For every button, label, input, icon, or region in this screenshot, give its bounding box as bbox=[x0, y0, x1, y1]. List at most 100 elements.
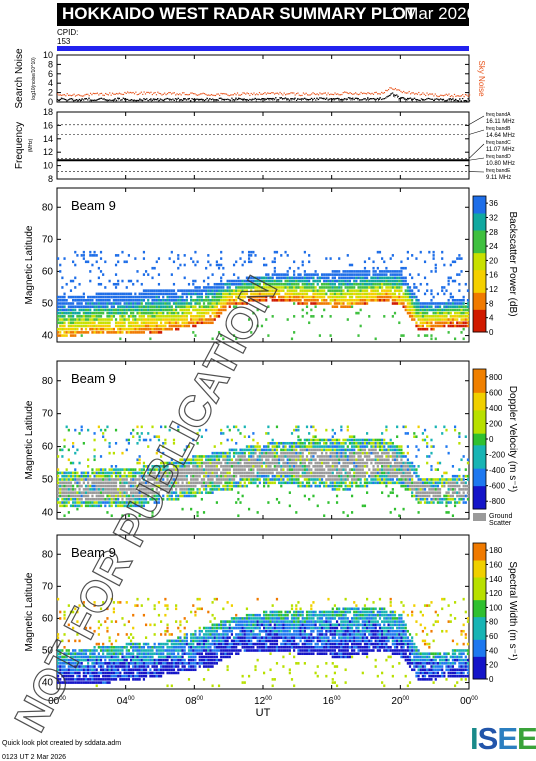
velocity-echo-cell bbox=[295, 465, 298, 468]
noise-point bbox=[72, 98, 74, 100]
power-echo-cell bbox=[243, 295, 246, 299]
power-echo-cell bbox=[329, 295, 332, 299]
power-echo-cell bbox=[252, 250, 255, 254]
power-echo-cell bbox=[132, 282, 135, 286]
power-echo-cell bbox=[361, 286, 364, 289]
power-echo-cell bbox=[408, 286, 412, 289]
velocity-echo-cell bbox=[301, 484, 304, 488]
noise-point bbox=[183, 92, 185, 94]
velocity-echo-cell bbox=[91, 501, 94, 504]
frequency-ytick-label: 12 bbox=[43, 147, 53, 157]
power-echo-cell bbox=[166, 302, 169, 305]
noise-point bbox=[225, 98, 228, 101]
power-echo-cell bbox=[387, 289, 390, 292]
velocity-echo-cell bbox=[74, 488, 77, 491]
velocity-echo-cell bbox=[138, 468, 141, 471]
velocity-echo-cell bbox=[301, 458, 304, 462]
power-echo-cell bbox=[303, 289, 306, 292]
power-echo-cell bbox=[84, 331, 88, 334]
noise-point bbox=[290, 92, 292, 94]
power-echo-cell bbox=[447, 311, 450, 315]
power-echo-cell bbox=[247, 250, 251, 254]
noise-point bbox=[96, 99, 99, 101]
velocity-echo-cell bbox=[335, 481, 339, 485]
power-echo-cell bbox=[215, 292, 218, 296]
power-echo-cell bbox=[160, 331, 163, 334]
velocity-echo-cell bbox=[172, 491, 176, 494]
power-echo-cell bbox=[361, 282, 364, 286]
velocity-echo-cell bbox=[89, 497, 92, 501]
power-echo-cell bbox=[462, 324, 465, 328]
power-echo-cell bbox=[72, 295, 75, 299]
power-echo-cell bbox=[389, 295, 392, 299]
power-echo-cell bbox=[209, 286, 212, 289]
power-echo-cell bbox=[359, 292, 362, 296]
power-echo-cell bbox=[200, 315, 203, 318]
power-echo-cell bbox=[89, 270, 92, 273]
velocity-echo-cell bbox=[138, 474, 141, 478]
velocity-echo-cell bbox=[329, 484, 332, 488]
velocity-echo-cell bbox=[290, 451, 294, 455]
velocity-echo-cell bbox=[99, 471, 103, 475]
velocity-echo-cell bbox=[209, 455, 212, 458]
velocity-echo-cell bbox=[196, 455, 199, 458]
velocity-echo-cell bbox=[271, 461, 274, 465]
velocity-echo-cell bbox=[198, 465, 201, 468]
power-echo-cell bbox=[278, 279, 281, 283]
velocity-echo-cell bbox=[282, 451, 285, 455]
velocity-echo-cell bbox=[114, 491, 118, 494]
velocity-echo-cell bbox=[65, 481, 68, 485]
velocity-echo-cell bbox=[215, 465, 218, 468]
power-echo-cell bbox=[426, 334, 429, 337]
velocity-echo-cell bbox=[166, 481, 169, 485]
power-echo-cell bbox=[183, 276, 186, 280]
noise-point bbox=[426, 98, 428, 100]
power-echo-cell bbox=[263, 263, 266, 267]
power-echo-cell bbox=[254, 254, 257, 257]
power-echo-cell bbox=[353, 289, 356, 292]
noise-point bbox=[416, 99, 419, 101]
velocity-echo-cell bbox=[275, 478, 279, 481]
noise-point bbox=[279, 91, 281, 94]
power-echo-cell bbox=[376, 279, 379, 283]
power-echo-cell bbox=[423, 260, 427, 264]
velocity-echo-cell bbox=[299, 441, 302, 445]
velocity-echo-cell bbox=[335, 468, 339, 471]
power-echo-cell bbox=[102, 321, 105, 325]
velocity-echo-cell bbox=[125, 491, 128, 494]
velocity-echo-cell bbox=[110, 514, 113, 518]
velocity-echo-cell bbox=[63, 497, 66, 501]
power-echo-cell bbox=[333, 286, 337, 289]
power-echo-cell bbox=[282, 282, 285, 286]
power-echo-cell bbox=[406, 292, 409, 296]
power-echo-cell bbox=[117, 260, 120, 264]
power-echo-cell bbox=[299, 276, 302, 280]
power-echo-cell bbox=[175, 298, 178, 302]
power-echo-cell bbox=[123, 298, 126, 302]
velocity-echo-cell bbox=[217, 484, 221, 488]
power-echo-cell bbox=[355, 270, 358, 273]
power-echo-cell bbox=[308, 260, 311, 264]
velocity-echo-cell bbox=[232, 455, 236, 458]
power-echo-cell bbox=[430, 298, 433, 302]
power-echo-cell bbox=[350, 263, 354, 267]
power-echo-cell bbox=[177, 324, 180, 328]
noise-point bbox=[162, 99, 164, 102]
velocity-echo-cell bbox=[177, 468, 180, 471]
velocity-echo-cell bbox=[132, 488, 135, 491]
noise-point bbox=[268, 92, 270, 95]
velocity-echo-cell bbox=[252, 455, 255, 458]
power-echo-cell bbox=[67, 305, 70, 309]
power-echo-cell bbox=[129, 305, 133, 309]
noise-point bbox=[371, 98, 373, 100]
power-echo-cell bbox=[434, 311, 437, 315]
velocity-echo-cell bbox=[80, 471, 83, 475]
noise-point bbox=[158, 99, 160, 102]
power-echo-cell bbox=[87, 308, 90, 312]
power-echo-cell bbox=[112, 292, 115, 296]
power-echo-cell bbox=[456, 302, 459, 305]
power-echo-cell bbox=[466, 318, 470, 321]
noise-point bbox=[357, 93, 359, 96]
power-echo-cell bbox=[134, 308, 137, 312]
power-echo-cell bbox=[267, 276, 270, 280]
